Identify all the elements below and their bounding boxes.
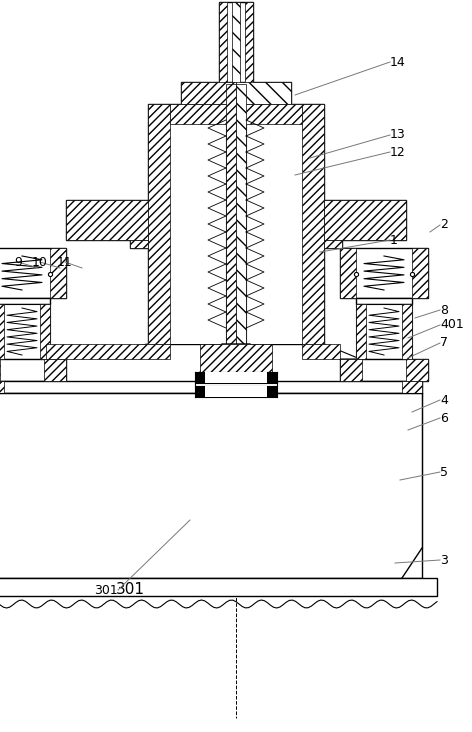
Bar bbox=[340, 248, 356, 298]
Bar bbox=[0, 359, 66, 381]
Bar bbox=[324, 200, 406, 240]
Bar bbox=[0, 381, 4, 393]
Text: 9: 9 bbox=[14, 255, 22, 269]
Text: 10: 10 bbox=[32, 255, 48, 269]
Bar bbox=[0, 304, 4, 359]
Bar bbox=[219, 2, 227, 84]
Bar bbox=[302, 344, 340, 359]
Bar bbox=[406, 359, 428, 381]
Bar bbox=[356, 304, 412, 359]
Bar bbox=[200, 344, 272, 372]
Bar bbox=[0, 248, 66, 298]
Bar bbox=[410, 381, 422, 397]
Bar bbox=[170, 104, 302, 124]
Bar bbox=[48, 381, 60, 397]
Bar bbox=[0, 393, 422, 578]
Bar bbox=[181, 82, 291, 104]
Bar bbox=[195, 386, 277, 397]
Text: 6: 6 bbox=[440, 411, 448, 425]
Bar bbox=[236, 84, 246, 344]
Bar bbox=[356, 304, 366, 359]
Bar bbox=[148, 104, 170, 344]
Bar bbox=[0, 381, 422, 393]
Bar bbox=[346, 381, 358, 397]
Bar bbox=[46, 344, 170, 359]
Bar bbox=[148, 104, 324, 344]
Bar bbox=[205, 372, 267, 383]
Text: 13: 13 bbox=[390, 129, 406, 141]
Bar bbox=[219, 2, 253, 84]
Bar bbox=[324, 240, 342, 248]
Bar bbox=[412, 248, 428, 298]
Bar bbox=[205, 386, 267, 397]
Text: 7: 7 bbox=[440, 337, 448, 349]
Text: 401: 401 bbox=[440, 318, 464, 332]
Bar bbox=[66, 200, 148, 240]
Polygon shape bbox=[46, 344, 170, 359]
Bar bbox=[340, 248, 428, 298]
Bar bbox=[402, 381, 422, 393]
Text: 2: 2 bbox=[440, 218, 448, 231]
Bar bbox=[44, 359, 66, 381]
Bar bbox=[170, 124, 302, 344]
Text: 12: 12 bbox=[390, 146, 406, 159]
Bar bbox=[236, 82, 291, 104]
Bar bbox=[324, 200, 406, 240]
Bar bbox=[402, 304, 412, 359]
Polygon shape bbox=[200, 344, 272, 372]
Bar bbox=[50, 248, 66, 298]
Bar bbox=[0, 298, 50, 304]
Bar bbox=[195, 372, 277, 383]
Text: 8: 8 bbox=[440, 304, 448, 316]
Bar bbox=[226, 84, 236, 344]
Polygon shape bbox=[302, 344, 360, 359]
Bar bbox=[324, 240, 342, 248]
Bar bbox=[181, 82, 236, 104]
Text: 3: 3 bbox=[440, 553, 448, 567]
Bar bbox=[232, 2, 240, 84]
Text: 5: 5 bbox=[440, 466, 448, 479]
Bar bbox=[245, 2, 253, 84]
Bar bbox=[340, 359, 362, 381]
Bar bbox=[0, 304, 50, 359]
Bar bbox=[356, 298, 412, 304]
Bar bbox=[66, 200, 148, 240]
Text: 14: 14 bbox=[390, 56, 406, 69]
Bar bbox=[226, 84, 246, 344]
Bar bbox=[340, 359, 428, 381]
Bar bbox=[40, 304, 50, 359]
Text: 301: 301 bbox=[116, 583, 144, 597]
Text: 4: 4 bbox=[440, 394, 448, 406]
Bar bbox=[130, 240, 148, 248]
Bar bbox=[0, 578, 437, 596]
Bar bbox=[302, 104, 324, 344]
Text: 301: 301 bbox=[94, 583, 118, 597]
Text: 11: 11 bbox=[57, 255, 73, 269]
Text: 1: 1 bbox=[390, 234, 398, 247]
Bar bbox=[130, 240, 148, 248]
